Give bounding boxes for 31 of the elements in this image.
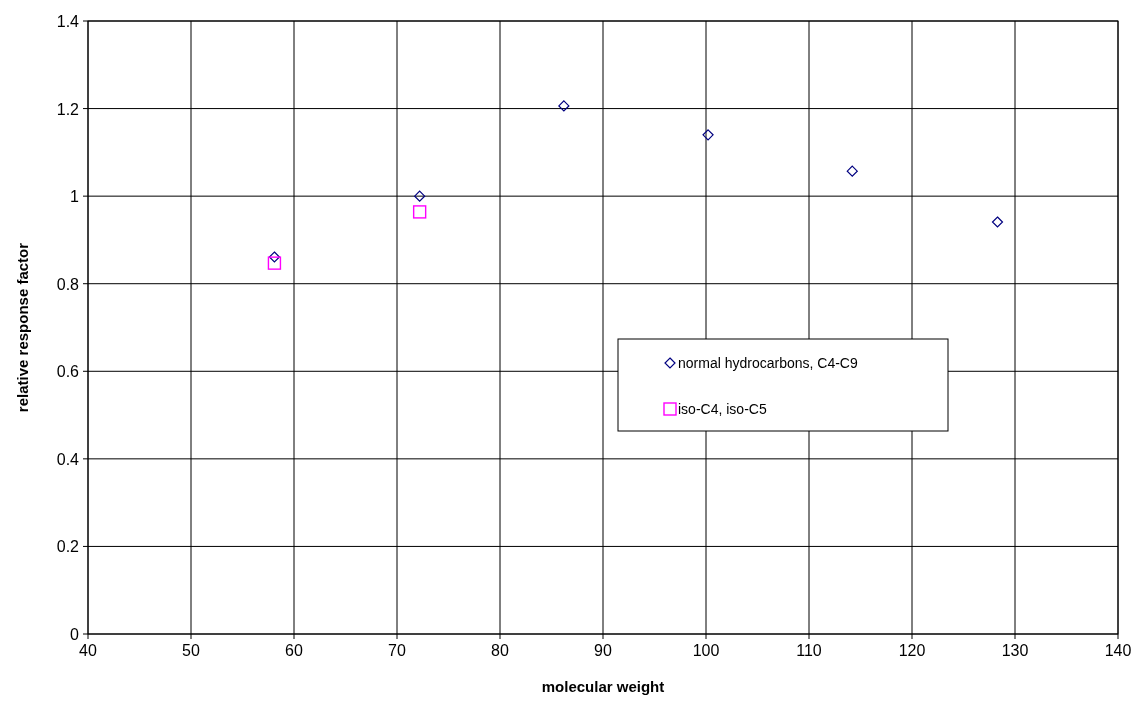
x-tick-label: 110 bbox=[796, 642, 822, 659]
x-tick-label: 40 bbox=[79, 642, 97, 659]
x-tick-label: 140 bbox=[1104, 642, 1132, 659]
x-tick-label: 100 bbox=[692, 642, 720, 659]
y-tick-label: 0.6 bbox=[56, 363, 80, 381]
x-tick-label: 90 bbox=[594, 642, 612, 659]
y-axis-title: relative response factor bbox=[14, 242, 31, 413]
x-tick-label: 130 bbox=[1001, 642, 1029, 659]
x-axis-title: molecular weight bbox=[541, 678, 665, 695]
y-tick-label: 0.2 bbox=[56, 538, 80, 556]
x-tick-label: 80 bbox=[491, 642, 509, 659]
x-tick-label: 70 bbox=[388, 642, 406, 659]
point bbox=[412, 205, 427, 219]
point bbox=[846, 165, 858, 177]
x-tick-label: 50 bbox=[182, 642, 200, 659]
y-tick-label: 1.2 bbox=[56, 100, 80, 118]
y-tick-label: 0.4 bbox=[56, 450, 80, 468]
y-tick-label: 0.8 bbox=[56, 275, 80, 293]
legend-label: iso-C4, iso-C5 bbox=[678, 401, 767, 417]
point bbox=[414, 190, 426, 202]
x-tick-label: 120 bbox=[898, 642, 926, 659]
point bbox=[268, 251, 281, 263]
legend-label: normal hydrocarbons, C4-C9 bbox=[678, 355, 858, 371]
point bbox=[702, 129, 714, 141]
point bbox=[991, 216, 1004, 228]
point bbox=[558, 100, 570, 112]
y-tick-label: 0 bbox=[70, 626, 80, 643]
y-tick-label: 1.4 bbox=[56, 13, 80, 30]
y-tick-label: 1 bbox=[70, 188, 80, 206]
x-tick-label: 60 bbox=[285, 642, 303, 659]
point bbox=[267, 256, 282, 270]
